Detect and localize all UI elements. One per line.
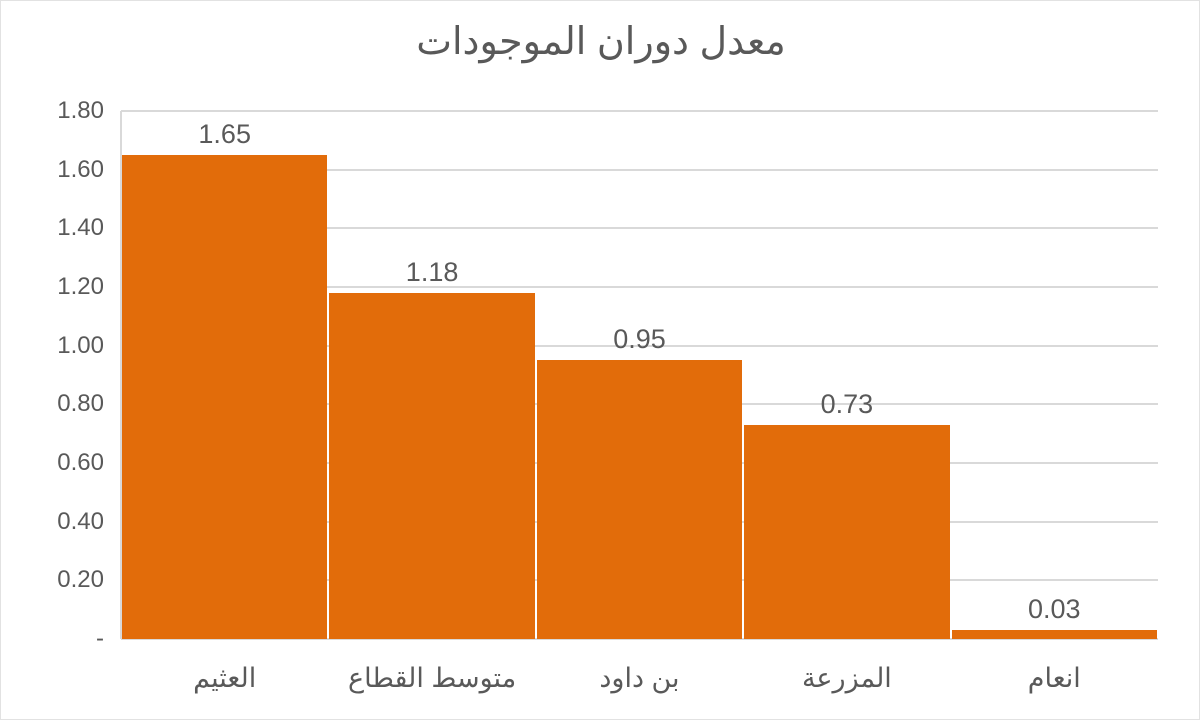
bar	[536, 360, 743, 639]
y-tick-label: 0.60	[57, 449, 104, 476]
gridline	[121, 110, 1158, 112]
y-tick-label: 1.80	[57, 97, 104, 124]
category-label: المزرعة	[801, 663, 892, 693]
bar-value-label: 0.03	[1028, 594, 1081, 625]
gridline	[121, 286, 1158, 288]
bar	[744, 424, 950, 639]
bar-value-label: 1.65	[198, 119, 251, 149]
y-tick-label: 0.80	[57, 390, 104, 418]
bar	[122, 155, 328, 639]
bar-value-label: 1.18	[405, 256, 459, 287]
gridline	[121, 168, 1158, 171]
category-label: العثيم	[193, 663, 257, 693]
bar-value-label: 0.95	[613, 324, 666, 355]
y-axis-line	[120, 111, 122, 639]
y-tick-label: 1.60	[57, 155, 104, 183]
category-label: انعام	[1027, 663, 1081, 693]
x-axis-line	[121, 638, 1158, 640]
y-tick-label: 1.20	[57, 273, 104, 300]
y-tick-label: 1.40	[57, 214, 104, 242]
category-label: متوسط القطاع	[347, 663, 517, 693]
bar	[951, 630, 1157, 639]
plot-area	[120, 110, 1158, 640]
y-tick-label: 0.20	[57, 566, 104, 594]
gridline	[121, 344, 1158, 347]
category-label: بن داود	[599, 663, 680, 693]
y-tick-label: 0.40	[57, 507, 104, 535]
chart-title: معدل دوران الموجودات	[416, 21, 786, 63]
y-tick-label: -	[96, 625, 104, 652]
gridline	[121, 227, 1158, 230]
bar-value-label: 0.73	[820, 388, 874, 419]
bar	[329, 292, 535, 639]
y-tick-label: 1.00	[57, 331, 104, 359]
